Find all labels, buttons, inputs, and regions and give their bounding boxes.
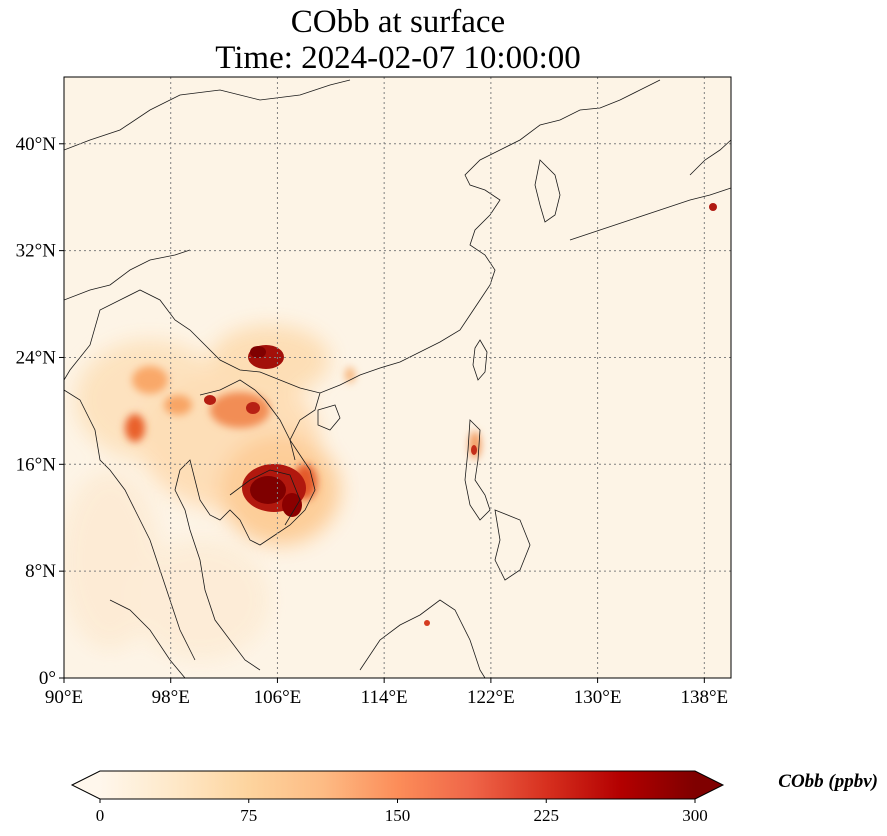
colorbar-tick-label: 75 xyxy=(240,806,257,825)
colorbar-tick-label: 225 xyxy=(534,806,560,825)
coast-china-indochina xyxy=(64,79,661,394)
coast-hainan xyxy=(317,404,341,431)
plume-laos-north xyxy=(210,392,270,428)
core-north-vietnam-peak xyxy=(250,346,266,358)
colorbar-tick-label: 150 xyxy=(385,806,411,825)
coast-taiwan xyxy=(472,339,488,381)
coast-korea xyxy=(534,159,561,223)
lon-tick-label: 138°E xyxy=(680,687,728,708)
lon-tick-label: 114°E xyxy=(361,687,408,708)
core-laos-west xyxy=(204,395,216,405)
latitude-axis: 0° 8°N 16°N 24°N 32°N 40°N xyxy=(16,134,64,689)
coast-borneo xyxy=(359,599,486,678)
plume-myanmar-north xyxy=(132,366,168,394)
plume-myanmar xyxy=(125,414,145,442)
map-title: CObb at surface xyxy=(290,4,506,40)
colorbar-tick-label: 0 xyxy=(96,806,105,825)
core-laos-central xyxy=(246,402,260,414)
plume-guangdong xyxy=(345,367,355,383)
haze-malaya xyxy=(130,540,270,660)
lon-tick-label: 130°E xyxy=(574,687,622,708)
coast-philippines-south xyxy=(494,509,531,581)
colorbar: 0 75 150 225 300 CObb (ppbv) xyxy=(70,770,878,825)
lat-tick-label: 16°N xyxy=(16,454,57,475)
lat-tick-label: 8°N xyxy=(25,561,56,582)
lon-tick-label: 106°E xyxy=(254,687,302,708)
map-subtitle-time: Time: 2024-02-07 10:00:00 xyxy=(215,40,581,76)
coast-myanmar xyxy=(64,389,196,661)
border-laos-vietnam xyxy=(199,379,296,461)
map-plot-area: 90°E 98°E 106°E 114°E 122°E 130°E 138°E 0° 8°N 1… xyxy=(16,76,732,708)
coast-sumatra xyxy=(109,599,186,678)
core-cambodia-peak xyxy=(250,476,286,504)
core-luzon xyxy=(471,445,477,455)
lat-tick-label: 0° xyxy=(39,668,56,689)
colorbar-title: CObb (ppbv) xyxy=(778,771,878,792)
colorbar-body xyxy=(100,771,695,799)
border-north xyxy=(64,79,351,301)
plume-thailand-north xyxy=(164,395,192,415)
colorbar-extend-max xyxy=(695,771,723,799)
border-cambodia xyxy=(229,469,301,526)
lat-tick-label: 32°N xyxy=(16,241,57,262)
lat-tick-label: 24°N xyxy=(16,347,57,368)
coast-luzon xyxy=(464,419,491,521)
medium-plumes xyxy=(125,366,481,500)
colorbar-tick-label: 300 xyxy=(682,806,708,825)
map-frame xyxy=(63,76,732,679)
core-borneo xyxy=(424,620,430,626)
coastlines xyxy=(64,79,731,678)
lon-tick-label: 90°E xyxy=(45,687,83,708)
gridlines xyxy=(64,77,731,678)
coast-japan xyxy=(569,139,731,241)
core-cambodia-east xyxy=(282,493,302,517)
longitude-axis: 90°E 98°E 106°E 114°E 122°E 130°E 138°E xyxy=(45,678,728,708)
colorbar-ticks: 0 75 150 225 300 xyxy=(96,799,708,825)
lon-tick-label: 98°E xyxy=(152,687,190,708)
lon-tick-label: 122°E xyxy=(467,687,515,708)
core-honshu xyxy=(709,203,717,211)
coast-indochina-south xyxy=(174,392,321,671)
colorbar-extend-min xyxy=(72,771,100,799)
lat-tick-label: 40°N xyxy=(16,134,57,155)
